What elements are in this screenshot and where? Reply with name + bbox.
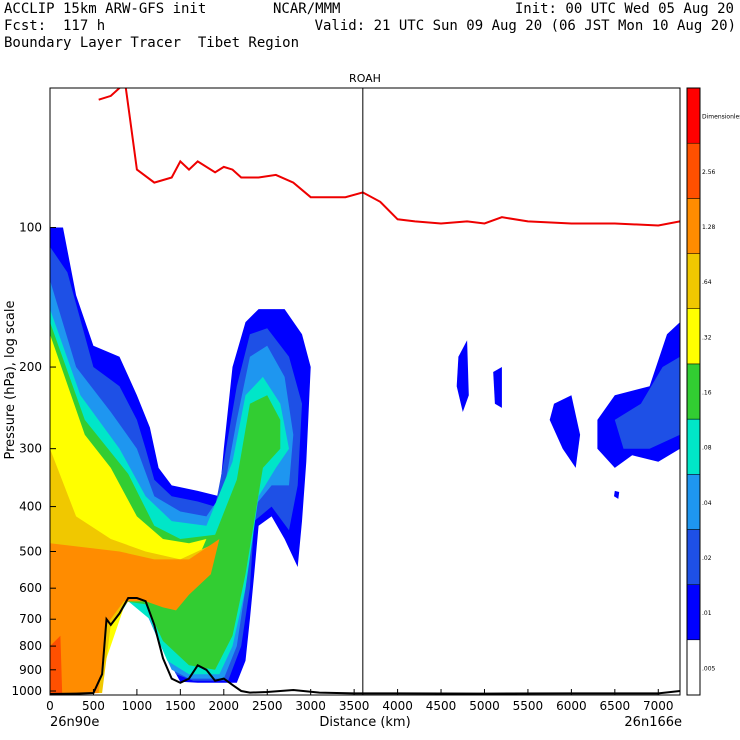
tracer-contour <box>50 539 220 694</box>
colorbar-swatch <box>686 308 701 365</box>
y-tick-label: 400 <box>19 500 42 514</box>
colorbar-swatch <box>686 198 701 254</box>
tracer-contours <box>50 227 680 694</box>
colorbar-label: .005 <box>702 665 716 672</box>
x-tick-label: 3500 <box>339 699 370 713</box>
x-tick-label: 5000 <box>469 699 500 713</box>
colorbar-label: .64 <box>702 279 712 286</box>
y-tick-label: 900 <box>19 663 42 677</box>
colorbar-label: Dimensionless <box>702 114 740 121</box>
colorbar-label: .32 <box>702 334 712 341</box>
x-tick-label: 500 <box>82 699 105 713</box>
tracer-contour <box>493 367 502 408</box>
y-tick-label: 800 <box>19 639 42 653</box>
x-tick-label: 3000 <box>295 699 326 713</box>
x-tick-label: 0 <box>46 699 54 713</box>
right-endpoint-label: 26n166e <box>624 715 682 730</box>
header-left-3: Boundary Layer Tracer Tibet Region <box>4 35 300 51</box>
tracer-contour <box>614 490 620 499</box>
y-tick-label: 600 <box>19 581 42 595</box>
colorbar-swatch <box>686 584 701 641</box>
plot-frame <box>49 87 681 696</box>
y-tick-label: 100 <box>19 221 42 235</box>
header-right-1: Init: 00 UTC Wed 05 Aug 20 <box>514 1 734 17</box>
colorbar-frame <box>686 87 701 696</box>
colorbar-label: .16 <box>702 390 712 397</box>
chart-title: ROAH <box>349 72 381 85</box>
colorbar-label: 1.28 <box>702 224 716 231</box>
colorbar-swatch <box>686 639 701 696</box>
header-left-2: Fcst: 117 h <box>4 18 106 34</box>
y-tick-label: 300 <box>19 442 42 456</box>
colorbar-swatch <box>686 418 701 475</box>
tracer-contour <box>50 635 63 694</box>
left-endpoint-label: 26n90e <box>50 715 99 730</box>
colorbar-swatch <box>686 529 701 585</box>
header-center: NCAR/MMM <box>273 1 341 17</box>
tropopause-line <box>98 88 680 227</box>
y-axis-label: Pressure (hPa), log scale <box>3 301 18 460</box>
colorbar: .005 .01 .02 .04 .08 .16 .32 .64 1.28 2.56 Dimensi… <box>686 87 740 696</box>
tracer-contour <box>549 395 581 468</box>
header-right-2: Valid: 21 UTC Sun 09 Aug 20 (06 JST Mon … <box>314 18 736 34</box>
x-tick-label: 2500 <box>252 699 283 713</box>
y-tick-label: 700 <box>19 612 42 626</box>
header-left-1: ACCLIP 15km ARW-GFS init <box>4 1 207 17</box>
x-tick-label: 7000 <box>643 699 674 713</box>
tracer-contour <box>456 340 469 412</box>
colorbar-label: .08 <box>702 445 712 452</box>
x-tick-label: 4000 <box>382 699 413 713</box>
colorbar-label: .01 <box>702 610 712 617</box>
colorbar-swatch <box>686 253 701 309</box>
colorbar-label: .04 <box>702 500 712 507</box>
tracer-contour <box>614 356 680 449</box>
x-tick-label: 5500 <box>513 699 544 713</box>
y-tick-label: 500 <box>19 544 42 558</box>
x-tick-label: 1500 <box>165 699 196 713</box>
y-tick-label: 1000 <box>11 684 42 698</box>
x-axis-label: Distance (km) <box>319 715 410 730</box>
colorbar-swatch <box>686 87 701 144</box>
x-tick-label: 1000 <box>122 699 153 713</box>
colorbar-swatch <box>686 474 701 530</box>
colorbar-swatch <box>686 363 701 420</box>
colorbar-swatch <box>686 142 701 199</box>
x-tick-label: 2000 <box>209 699 240 713</box>
x-tick-label: 6500 <box>600 699 631 713</box>
y-tick-label: 200 <box>19 360 42 374</box>
colorbar-label: .02 <box>702 555 712 562</box>
x-tick-label: 4500 <box>426 699 457 713</box>
colorbar-label: 2.56 <box>702 169 716 176</box>
x-tick-label: 6000 <box>556 699 587 713</box>
